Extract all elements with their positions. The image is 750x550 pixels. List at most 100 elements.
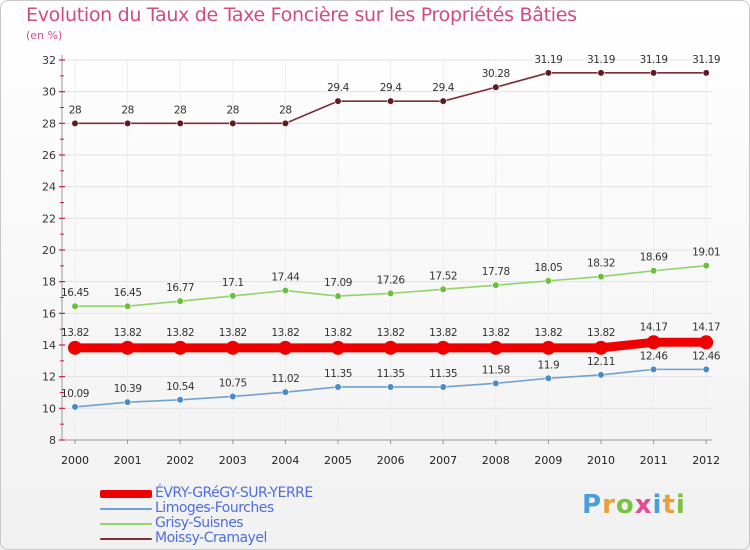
data-point (229, 292, 237, 300)
data-label: 11.35 (377, 368, 405, 380)
x-tick-label: 2007 (429, 454, 457, 467)
data-label: 29.4 (380, 82, 402, 94)
data-label: 16.77 (166, 282, 194, 294)
data-point (492, 83, 500, 91)
y-tick-label: 30 (42, 86, 56, 99)
x-tick-label: 2002 (166, 454, 194, 467)
data-point (544, 69, 553, 77)
data-point (699, 335, 714, 350)
data-label: 13.82 (482, 327, 510, 339)
data-point (544, 374, 553, 382)
data-label: 17.78 (482, 266, 510, 278)
data-point (123, 119, 132, 127)
data-label: 11.58 (482, 364, 510, 376)
data-label: 13.82 (587, 327, 615, 339)
data-point (120, 340, 135, 355)
data-point (541, 340, 556, 355)
data-label: 13.82 (219, 327, 247, 339)
data-point (649, 365, 658, 373)
x-tick-label: 2005 (324, 454, 352, 467)
data-label: 11.9 (538, 359, 560, 371)
data-label: 28 (279, 104, 292, 116)
data-point (334, 292, 342, 300)
data-label: 28 (121, 104, 134, 116)
data-point (492, 379, 500, 387)
data-label: 14.17 (640, 321, 668, 333)
data-label: 28 (69, 104, 82, 116)
data-point (649, 267, 658, 275)
data-point (387, 383, 395, 391)
legend-label-evry: ÉVRY-GRéGY-SUR-YERRE (155, 485, 313, 501)
legend-label-grisy: Grisy-Suisnes (155, 515, 244, 531)
logo-letter: o (615, 490, 635, 520)
x-tick-label: 2008 (482, 454, 510, 467)
y-tick-label: 8 (49, 434, 56, 447)
data-label: 11.35 (429, 368, 457, 380)
data-label: 28 (174, 104, 187, 116)
x-tick-label: 2000 (61, 454, 89, 467)
x-tick-label: 2009 (534, 454, 562, 467)
data-label: 19.01 (692, 247, 720, 259)
data-point (702, 69, 710, 77)
data-label: 13.82 (377, 327, 405, 339)
data-point (334, 97, 342, 105)
y-tick-label: 24 (42, 181, 56, 194)
data-label: 17.52 (429, 270, 457, 282)
data-point (702, 365, 710, 373)
data-point (439, 285, 447, 293)
data-label: 10.39 (114, 383, 142, 395)
data-label: 17.26 (377, 274, 406, 286)
data-point (71, 302, 79, 310)
data-point (334, 383, 342, 391)
data-point (594, 340, 608, 355)
data-point (71, 119, 79, 127)
data-point (281, 119, 290, 127)
y-tick-label: 28 (42, 117, 56, 130)
data-label: 18.32 (587, 258, 615, 270)
data-label: 10.54 (166, 381, 195, 393)
chart-title: Evolution du Taux de Taxe Foncière sur l… (26, 4, 577, 26)
data-label: 31.19 (534, 54, 562, 66)
data-label: 17.1 (222, 277, 244, 289)
data-point (225, 340, 240, 355)
data-point (597, 273, 605, 281)
data-point (229, 392, 237, 401)
legend-label-limoges: Limoges-Fourches (155, 500, 274, 516)
data-label: 17.44 (271, 272, 300, 284)
legend-swatch-moissy (100, 538, 152, 540)
logo-letter: t (662, 490, 676, 520)
logo-letter: x (634, 490, 653, 520)
y-tick-label: 20 (42, 244, 56, 257)
x-tick-label: 2003 (219, 454, 247, 467)
data-label: 14.17 (692, 321, 720, 333)
x-tick-label: 2011 (640, 454, 668, 467)
data-point (173, 340, 188, 355)
data-label: 13.82 (166, 327, 194, 339)
data-point (176, 297, 184, 305)
data-label: 28 (227, 104, 240, 116)
data-point (597, 69, 605, 77)
data-label: 30.28 (482, 68, 510, 80)
data-point (176, 119, 184, 127)
data-point (597, 371, 605, 379)
data-label: 31.19 (587, 54, 615, 66)
data-point (387, 97, 395, 105)
x-tick-label: 2010 (587, 454, 615, 467)
logo-letter: r (602, 490, 616, 520)
data-point (281, 286, 290, 295)
data-label: 10.75 (219, 377, 247, 389)
data-point (439, 383, 447, 391)
data-label: 18.69 (640, 252, 668, 264)
data-point (281, 388, 290, 396)
data-point (278, 340, 293, 355)
data-point (488, 340, 503, 355)
data-label: 12.46 (692, 350, 721, 362)
data-point (123, 302, 132, 310)
logo-letter: i (675, 490, 686, 520)
data-label: 31.19 (692, 54, 720, 66)
x-tick-label: 2004 (271, 454, 299, 467)
data-label: 13.82 (429, 327, 457, 339)
data-point (176, 396, 184, 404)
data-label: 29.4 (432, 82, 454, 94)
data-label: 12.46 (640, 350, 669, 362)
